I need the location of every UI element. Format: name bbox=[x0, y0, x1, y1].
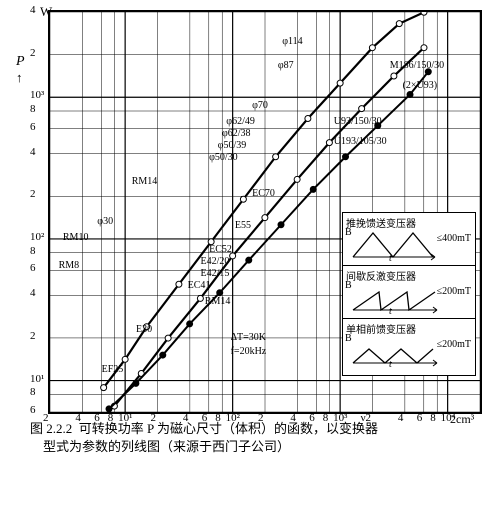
y-axis-arrow: ↑ bbox=[16, 70, 23, 86]
core-label: RM14 bbox=[132, 176, 158, 187]
core-label: φ50/30 bbox=[209, 152, 238, 163]
y-tick: 2 bbox=[30, 330, 36, 342]
core-label: E30 bbox=[136, 324, 152, 335]
x-tick: 6 bbox=[417, 412, 423, 424]
core-label: E42/15 bbox=[201, 268, 230, 279]
inset-limit-2: ≤200mT bbox=[437, 339, 471, 350]
core-label: φ30 bbox=[97, 216, 113, 227]
y-tick: 4 bbox=[30, 287, 36, 299]
core-label: RM8 bbox=[59, 260, 80, 271]
x-tick: 2 bbox=[258, 412, 264, 424]
core-label: (2×U93) bbox=[403, 80, 438, 91]
x-tick: 4 bbox=[75, 412, 81, 424]
x-tick: 10¹ bbox=[118, 412, 132, 424]
annotation-delta-t: ΔT=30K bbox=[231, 332, 266, 343]
core-label: EC41 bbox=[188, 280, 211, 291]
y-tick: 2 bbox=[30, 188, 36, 200]
y-tick: 10² bbox=[30, 231, 44, 243]
y-tick: 8 bbox=[30, 245, 36, 257]
y-tick: 8 bbox=[30, 386, 36, 398]
chart-area: ΔT=30K f=20kHz 推挽馈送变压器 B ≤400mT t 间歇反激变压… bbox=[48, 10, 482, 414]
caption-fignum: 图 2.2.2 bbox=[30, 421, 72, 436]
inset-limit-1: ≤200mT bbox=[437, 286, 471, 297]
x-tick: 6 bbox=[309, 412, 315, 424]
y-tick: 8 bbox=[30, 103, 36, 115]
annotation-freq: f=20kHz bbox=[231, 346, 267, 357]
core-label: φ50/39 bbox=[218, 140, 247, 151]
y-tick: 6 bbox=[30, 121, 36, 133]
core-label: φ62/38 bbox=[222, 128, 251, 139]
x-tick: 2 bbox=[43, 412, 49, 424]
y-tick: 10³ bbox=[30, 89, 44, 101]
x-tick: 4 bbox=[398, 412, 404, 424]
core-label: U93/150/30 bbox=[334, 116, 382, 127]
inset-t-1: t bbox=[389, 306, 392, 317]
core-label: M186/150/30 bbox=[390, 60, 444, 71]
x-tick: 8 bbox=[108, 412, 114, 424]
x-tick: 6 bbox=[94, 412, 100, 424]
core-label: EC52 bbox=[209, 244, 232, 255]
core-label: E55 bbox=[235, 220, 251, 231]
y-tick: 4 bbox=[30, 4, 36, 16]
x-tick: 4 bbox=[290, 412, 296, 424]
y-tick: 10¹ bbox=[30, 373, 44, 385]
inset-t-2: t bbox=[389, 359, 392, 370]
core-label: RM10 bbox=[63, 232, 89, 243]
x-tick: 4 bbox=[183, 412, 189, 424]
caption-line2: 型式为参数的列线图（来源于西门子公司） bbox=[43, 439, 290, 454]
inset-row-0: 推挽馈送变压器 B ≤400mT t bbox=[343, 213, 475, 266]
core-label: φ114 bbox=[282, 36, 302, 47]
x-tick: 6 bbox=[202, 412, 208, 424]
y-tick: 6 bbox=[30, 262, 36, 274]
core-label: φ70 bbox=[252, 100, 268, 111]
core-label: φ87 bbox=[278, 60, 294, 71]
x-tick: 10⁴ bbox=[441, 412, 456, 424]
inset-row-1: 间歇反激变压器 B ≤200mT t bbox=[343, 266, 475, 319]
x-tick: 8 bbox=[215, 412, 221, 424]
inset-limit-0: ≤400mT bbox=[437, 233, 471, 244]
x-tick: 8 bbox=[323, 412, 329, 424]
core-label: EF25 bbox=[102, 364, 124, 375]
figure-container: W P ↑ ΔT=30K f=20kHz 推挽馈送变压器 B ≤400mT t … bbox=[0, 0, 500, 505]
y-tick: 2 bbox=[30, 47, 36, 59]
y-tick: 4 bbox=[30, 146, 36, 158]
x-tick: 10² bbox=[226, 412, 240, 424]
x-tick: 2 bbox=[151, 412, 157, 424]
core-label: RM14 bbox=[205, 296, 231, 307]
core-label: EC70 bbox=[252, 188, 275, 199]
figure-caption: 图 2.2.2 可转换功率 P 为磁心尺寸（体积）的函数，以变换器 型式为参数的… bbox=[30, 420, 475, 455]
y-axis-label: P bbox=[16, 54, 25, 70]
inset-box: 推挽馈送变压器 B ≤400mT t 间歇反激变压器 B ≤200mT bbox=[342, 212, 476, 376]
inset-t-0: t bbox=[389, 253, 392, 264]
core-label: U193/105/30 bbox=[334, 136, 387, 147]
x-tick: 2 bbox=[366, 412, 372, 424]
core-label: E42/20 bbox=[201, 256, 230, 267]
y-tick: 6 bbox=[30, 404, 36, 416]
x-tick: 8 bbox=[430, 412, 436, 424]
core-label: φ62/49 bbox=[226, 116, 255, 127]
inset-row-2: 单相前馈变压器 B ≤200mT t bbox=[343, 319, 475, 371]
x-tick: 10³ bbox=[333, 412, 347, 424]
